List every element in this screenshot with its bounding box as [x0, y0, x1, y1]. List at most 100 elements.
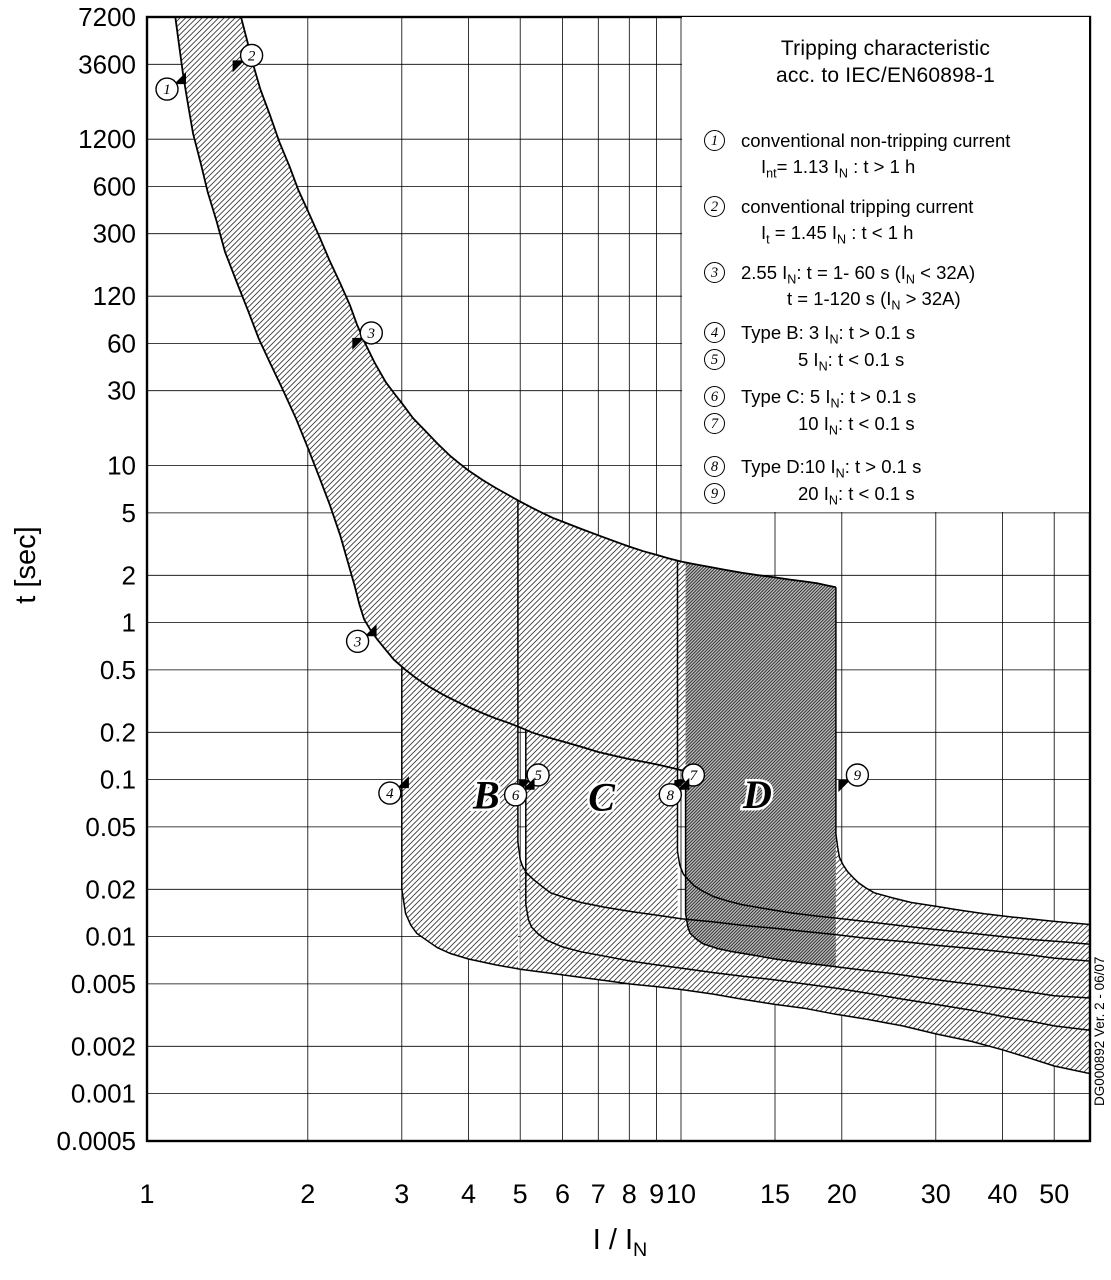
y-tick-label-0.02: 0.02 — [85, 874, 136, 904]
x-tick-label-7: 7 — [591, 1179, 606, 1209]
zone-label-D: D — [742, 772, 772, 817]
y-tick-label-600: 600 — [93, 171, 136, 201]
y-axis-title: t [sec] — [10, 526, 42, 604]
zone-label-B: B — [472, 773, 500, 818]
marker-flag-icon — [396, 776, 409, 789]
legend-item-line: 2.55 IN: t = 1- 60 s (IN < 32A) — [741, 262, 976, 287]
legend-item-line: 5 IN: t < 0.1 s — [798, 349, 905, 374]
legend-item-number-icon: 7 — [704, 413, 725, 434]
x-tick-label-30: 30 — [921, 1179, 951, 1209]
curve-marker-3-2: 3 — [352, 321, 383, 350]
x-tick-label-3: 3 — [394, 1179, 409, 1209]
marker-flag-icon — [174, 72, 186, 85]
marker-flag-icon — [677, 777, 690, 790]
y-tick-label-60: 60 — [107, 328, 136, 358]
curve-magnetic_c_upper — [676, 560, 1090, 946]
legend-item-line: Int= 1.13 IN : t > 1 h — [761, 156, 916, 181]
curve-marker-9-9: 9 — [838, 763, 870, 792]
marker-circle-icon — [658, 783, 682, 807]
x-tick-label-1: 1 — [139, 1179, 154, 1209]
curve-magnetic_d_lower — [684, 771, 1090, 999]
marker-number: 1 — [163, 82, 171, 98]
y-tick-label-7200: 7200 — [78, 2, 136, 32]
y-tick-label-0.05: 0.05 — [85, 812, 136, 842]
x-tick-label-15: 15 — [760, 1179, 790, 1209]
x-tick-label-9: 9 — [649, 1179, 664, 1209]
y-tick-label-120: 120 — [93, 281, 136, 311]
y-tick-label-0.2: 0.2 — [100, 717, 136, 747]
legend-item-line: Type B: 3 IN: t > 0.1 s — [741, 322, 916, 347]
y-tick-label-0.01: 0.01 — [85, 922, 136, 952]
legend-item-line: Type D:10 IN: t > 0.1 s — [741, 456, 922, 481]
x-tick-label-4: 4 — [461, 1179, 476, 1209]
marker-flag-icon — [364, 624, 377, 637]
legend-item-number-icon: 3 — [704, 262, 725, 283]
y-tick-label-10: 10 — [107, 451, 136, 481]
legend-item-number-icon: 2 — [704, 196, 725, 217]
marker-number: 3 — [353, 634, 362, 650]
legend-item-2: 2 conventional tripping current It = 1.45 … — [704, 194, 973, 246]
zone-label-C: C — [588, 774, 616, 819]
legend-title: Tripping characteristic acc. to IEC/EN60… — [682, 35, 1089, 89]
legend-item-4: 4 Type B: 3 IN: t > 0.1 s — [704, 320, 915, 346]
y-tick-label-5: 5 — [122, 498, 136, 528]
legend-item-line: 20 IN: t < 0.1 s — [798, 483, 915, 508]
marker-number: 6 — [512, 788, 520, 804]
legend-item-5: 5 5 IN: t < 0.1 s — [704, 347, 904, 373]
marker-circle-icon — [378, 781, 402, 805]
legend-item-number-icon: 8 — [704, 456, 725, 477]
marker-number: 3 — [367, 326, 376, 342]
legend: Tripping characteristic acc. to IEC/EN60… — [682, 17, 1089, 512]
marker-flag-icon — [522, 777, 535, 790]
legend-item-8: 8 Type D:10 IN: t > 0.1 s — [704, 454, 921, 480]
region-thermal-band — [175, 17, 686, 772]
y-tick-label-0.001: 0.001 — [71, 1079, 136, 1109]
legend-title-line1: Tripping characteristic — [780, 37, 991, 60]
legend-item-line: t = 1-120 s (IN > 32A) — [787, 288, 961, 313]
region-type-d-band — [685, 562, 836, 967]
marker-flag-icon — [232, 60, 245, 73]
x-tick-label-10: 10 — [666, 1179, 696, 1209]
marker-flag-icon — [838, 780, 851, 792]
curve-marker-6-6: 6 — [503, 777, 535, 807]
marker-number: 8 — [667, 788, 675, 804]
marker-circle-icon — [239, 43, 264, 68]
marker-circle-icon — [345, 629, 370, 653]
legend-item-6: 6 Type C: 5 IN: t > 0.1 s — [704, 384, 916, 410]
marker-number: 2 — [248, 48, 256, 64]
curve-magnetic_c_lower — [525, 729, 1090, 1032]
y-tick-label-300: 300 — [93, 219, 136, 249]
legend-item-9: 9 20 IN: t < 0.1 s — [704, 481, 915, 507]
y-tick-label-0.5: 0.5 — [100, 655, 136, 685]
y-tick-label-0.002: 0.002 — [71, 1031, 136, 1061]
x-tick-label-6: 6 — [555, 1179, 570, 1209]
x-tick-label-5: 5 — [513, 1179, 528, 1209]
y-tick-label-30: 30 — [107, 376, 136, 406]
legend-item-number-icon: 5 — [704, 349, 725, 370]
y-tick-label-1: 1 — [122, 608, 136, 638]
hatched-regions — [175, 17, 1090, 1074]
curve-marker-4-4: 4 — [378, 776, 409, 805]
curve-marker-2-1: 2 — [232, 43, 264, 73]
marker-circle-icon — [155, 77, 179, 101]
axis-tick-labels: 1 2 3 4 5 6 7 8 9 10 15 20 30 40 507200360012006003001… — [56, 2, 1092, 1209]
legend-item-line: conventional non-tripping current — [741, 130, 1011, 151]
watermark-text: DG000892 Ver. 2 - 06/07 — [1092, 957, 1107, 1106]
curve-marker-8-8: 8 — [658, 777, 690, 807]
legend-item-line: It = 1.45 IN : t < 1 h — [761, 222, 914, 247]
x-tick-label-20: 20 — [827, 1179, 857, 1209]
curve-lower_thermal — [174, 17, 686, 773]
legend-item-number-icon: 1 — [704, 130, 725, 151]
marker-circle-icon — [845, 763, 870, 787]
curve-upper_thermal — [240, 17, 837, 589]
curve-marker-3-3: 3 — [345, 624, 377, 653]
legend-item-line: 10 IN: t < 0.1 s — [798, 413, 915, 438]
x-tick-label-8: 8 — [622, 1179, 637, 1209]
legend-item-number-icon: 6 — [704, 386, 725, 407]
x-tick-label-50: 50 — [1039, 1179, 1069, 1209]
y-tick-label-1200: 1200 — [78, 124, 136, 154]
marker-number: 5 — [534, 768, 542, 784]
curve-magnetic_d_upper — [835, 587, 1090, 926]
